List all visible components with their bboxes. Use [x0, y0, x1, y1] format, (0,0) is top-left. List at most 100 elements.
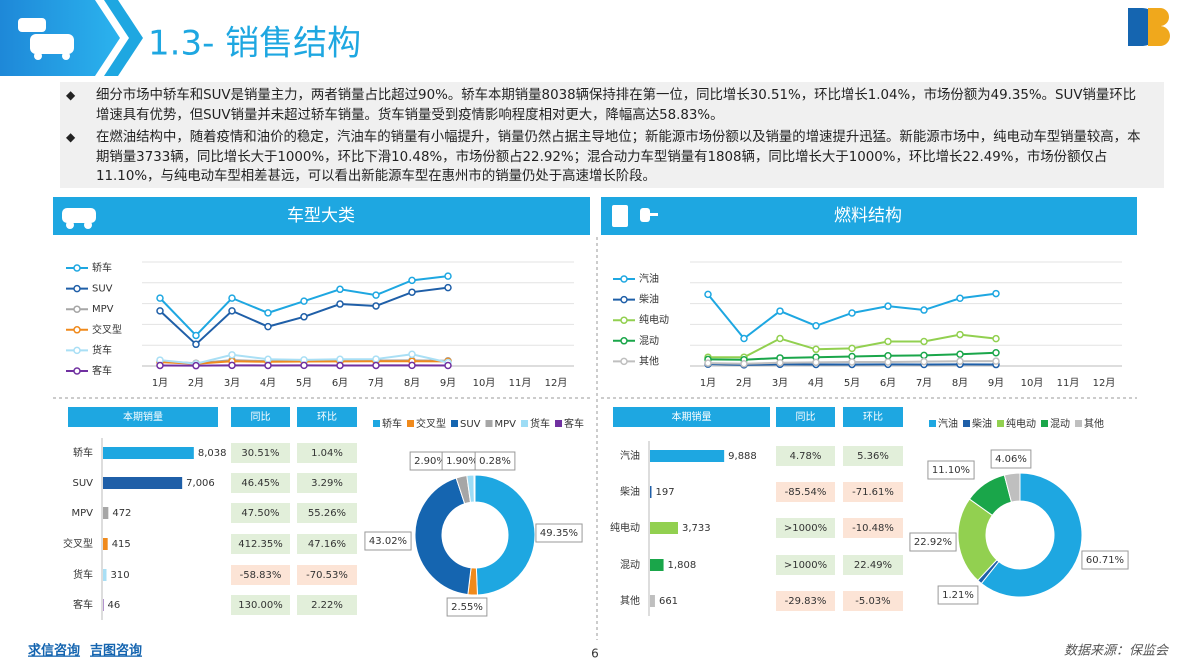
- table-cell-text: 130.00%: [238, 600, 283, 611]
- x-tick-label: 9月: [988, 377, 1004, 389]
- brand[interactable]: 吉图咨询: [90, 643, 142, 659]
- legend-swatch: [929, 420, 936, 427]
- table-cell-text: -58.83%: [240, 570, 282, 581]
- bar: [650, 559, 664, 571]
- x-tick-label: 2月: [736, 377, 752, 389]
- legend-label: SUV: [92, 284, 113, 295]
- logo: [1128, 8, 1170, 46]
- legend-marker: [620, 295, 628, 304]
- category-label: 纯电动: [610, 521, 640, 534]
- category-label: 轿车: [73, 446, 93, 459]
- x-tick-label: 6月: [880, 377, 896, 389]
- point: [300, 313, 308, 321]
- pie-label: 4.06%: [995, 454, 1027, 465]
- table-header-label: 本期销量: [672, 410, 712, 423]
- legend-label: 混动: [1050, 418, 1070, 430]
- table-cell: [297, 443, 357, 463]
- point: [228, 351, 236, 359]
- pie-label: 2.55%: [451, 602, 483, 613]
- x-tick-label: 8月: [952, 377, 968, 389]
- brand[interactable]: 求信咨询: [28, 643, 80, 659]
- value-label: 661: [659, 596, 678, 607]
- point: [956, 330, 964, 339]
- x-tick-label: 1月: [152, 377, 168, 389]
- table-header: [231, 407, 290, 427]
- x-tick-label: 12月: [1093, 377, 1116, 389]
- point: [812, 345, 820, 354]
- panel-title: 燃料结构: [834, 206, 902, 226]
- point: [336, 355, 344, 364]
- value-label: 472: [112, 508, 131, 519]
- table-cell-text: -85.54%: [785, 487, 827, 498]
- bullet: 细分市场中轿车和SUV是销量主力，两者销量占比超过90%。轿车本期销量8038辆…: [66, 86, 1144, 125]
- table-cell-text: >1000%: [784, 560, 827, 571]
- table-cell-text: 1.04%: [311, 448, 343, 459]
- bar: [103, 538, 108, 550]
- x-tick-label: 10月: [1021, 377, 1044, 389]
- x-tick-label: 4月: [808, 377, 824, 389]
- x-tick-label: 7月: [916, 377, 932, 389]
- pie-slice: [980, 472, 1083, 598]
- legend-label: 其他: [639, 354, 659, 367]
- table-cell: [297, 473, 357, 493]
- x-tick-label: 2月: [188, 377, 204, 389]
- category-label: SUV: [72, 478, 93, 489]
- legend-label: 混动: [639, 335, 659, 347]
- point: [336, 285, 344, 294]
- table-cell: [231, 534, 290, 554]
- page-title: 1.3- 销售结构: [148, 24, 361, 64]
- pie-slice: [414, 477, 472, 596]
- fuel-icon: [612, 205, 658, 227]
- bullet: 在燃油结构中，随着疫情和油价的稳定，汽油车的销量有小幅提升，销量仍然占据主导地位…: [66, 128, 1144, 187]
- table-cell-text: 4.78%: [790, 451, 822, 462]
- point: [848, 344, 856, 353]
- table-cell-text: 30.51%: [241, 448, 279, 459]
- x-tick-label: 8月: [404, 377, 420, 389]
- point: [264, 355, 272, 364]
- x-tick-label: 6月: [332, 377, 348, 389]
- legend-label: SUV: [460, 419, 481, 430]
- bar: [650, 486, 652, 498]
- point: [372, 302, 380, 310]
- legend-marker: [73, 305, 81, 313]
- table-header: [613, 407, 770, 427]
- point: [156, 294, 164, 302]
- table-cell-text: >1000%: [784, 523, 827, 534]
- point: [192, 340, 200, 349]
- point: [704, 290, 712, 299]
- point: [956, 357, 964, 365]
- table-cell-text: 47.16%: [308, 539, 346, 550]
- legend-marker: [73, 326, 81, 334]
- table-cell-text: 2.22%: [311, 600, 343, 611]
- point: [812, 358, 820, 367]
- x-tick-label: 4月: [260, 377, 276, 389]
- point: [264, 309, 272, 317]
- category-label: 客车: [73, 598, 93, 611]
- point: [156, 307, 164, 315]
- x-tick-label: 11月: [509, 377, 532, 389]
- category-label: MPV: [72, 508, 94, 519]
- legend-label: 轿车: [382, 417, 402, 430]
- point: [372, 291, 380, 299]
- point: [884, 351, 892, 360]
- point: [264, 322, 272, 331]
- point: [884, 337, 892, 346]
- legend-label: 交叉型: [416, 417, 446, 430]
- point: [992, 289, 1000, 298]
- table-cell-text: 22.49%: [854, 560, 892, 571]
- point: [956, 294, 964, 303]
- point: [372, 361, 380, 370]
- point: [408, 288, 416, 296]
- table-cell: [297, 534, 357, 554]
- legend-marker: [73, 264, 81, 272]
- table-cell: [843, 482, 903, 502]
- point: [848, 358, 856, 366]
- bar: [103, 507, 109, 519]
- table-cell: [231, 443, 290, 463]
- bullet-box: 细分市场中轿车和SUV是销量主力，两者销量占比超过90%。轿车本期销量8038辆…: [60, 82, 1164, 188]
- category-label: 混动: [620, 559, 640, 571]
- x-tick-label: 3月: [772, 377, 788, 389]
- x-tick-label: 5月: [296, 377, 312, 389]
